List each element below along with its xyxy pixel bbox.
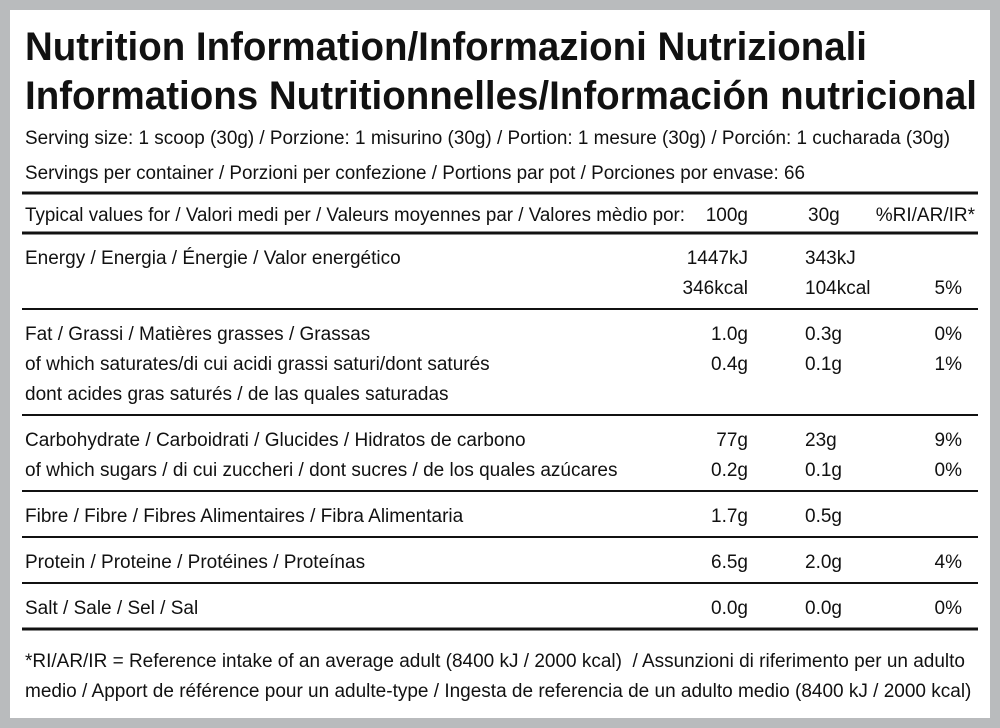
nutrient-label: Energy / Energia / Énergie / Valor energ…	[25, 248, 401, 269]
value-30g: 104kcal	[805, 278, 871, 299]
title: Nutrition Information/Informazioni Nutri…	[25, 25, 867, 69]
header-ri: %RI/AR/IR*	[876, 205, 976, 226]
value-100g: 0.2g	[711, 460, 748, 481]
title: Informations Nutritionnelles/Información…	[25, 74, 977, 118]
value-100g: 1447kJ	[687, 248, 748, 269]
value-30g: 0.3g	[805, 324, 842, 345]
value-ri: 0%	[935, 460, 963, 481]
value-100g: 6.5g	[711, 552, 748, 573]
nutrient-label: of which sugars / di cui zuccheri / dont…	[25, 460, 617, 481]
value-100g: 1.0g	[711, 324, 748, 345]
footnote: *RI/AR/IR = Reference intake of an avera…	[25, 651, 965, 672]
value-100g: 77g	[716, 430, 748, 451]
nutrient-label: Salt / Sale / Sel / Sal	[25, 598, 198, 619]
header-100g: 100g	[706, 205, 748, 226]
value-30g: 23g	[805, 430, 837, 451]
value-100g: 0.4g	[711, 354, 748, 375]
value-30g: 0.0g	[805, 598, 842, 619]
header-label: Typical values for / Valori medi per / V…	[25, 205, 685, 226]
value-ri: 1%	[935, 354, 963, 375]
value-30g: 0.5g	[805, 506, 842, 527]
value-30g: 0.1g	[805, 460, 842, 481]
value-ri: 0%	[935, 598, 963, 619]
value-30g: 0.1g	[805, 354, 842, 375]
header-30g: 30g	[808, 205, 840, 226]
panel	[10, 10, 990, 718]
nutrient-label: dont acides gras saturés / de las quales…	[25, 384, 449, 405]
nutrient-label: Fibre / Fibre / Fibres Alimentaires / Fi…	[25, 506, 464, 527]
value-ri: 4%	[935, 552, 963, 573]
value-ri: 9%	[935, 430, 963, 451]
value-ri: 0%	[935, 324, 963, 345]
value-30g: 2.0g	[805, 552, 842, 573]
servings-per-container: Servings per container / Porzioni per co…	[25, 163, 805, 184]
value-ri: 5%	[935, 278, 963, 299]
nutrient-label: Protein / Proteine / Protéines / Proteín…	[25, 552, 365, 573]
nutrient-label: Fat / Grassi / Matières grasses / Grassa…	[25, 324, 370, 345]
value-30g: 343kJ	[805, 248, 856, 269]
value-100g: 346kcal	[683, 278, 749, 299]
nutrient-label: of which saturates/di cui acidi grassi s…	[25, 354, 490, 375]
serving-size: Serving size: 1 scoop (30g) / Porzione: …	[25, 128, 950, 149]
nutrient-label: Carbohydrate / Carboidrati / Glucides / …	[25, 430, 526, 451]
footnote: medio / Apport de référence pour un adul…	[25, 681, 971, 702]
value-100g: 0.0g	[711, 598, 748, 619]
value-100g: 1.7g	[711, 506, 748, 527]
